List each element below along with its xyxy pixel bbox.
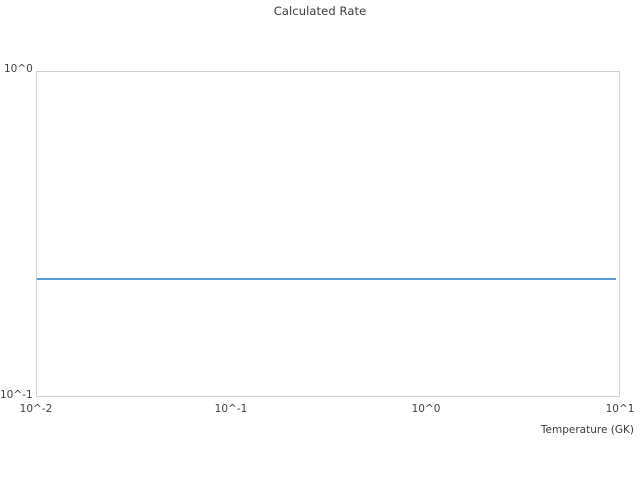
x-axis-tick-label-3: 10^0: [411, 403, 441, 415]
data-series-line-calculated-rate: [37, 278, 616, 280]
y-axis-tick-label-bottom: 10^-1: [0, 389, 33, 401]
y-axis-tick-label-top: 10^0: [4, 63, 33, 75]
x-axis-tick-label-2: 10^-1: [214, 403, 248, 415]
plot-area: [36, 71, 620, 397]
x-axis-tick-label-1: 10^-2: [19, 403, 53, 415]
chart-title: Calculated Rate: [273, 4, 367, 18]
x-axis-title: Temperature (GK): [540, 424, 634, 436]
x-axis-tick-label-4: 10^1: [605, 403, 635, 415]
